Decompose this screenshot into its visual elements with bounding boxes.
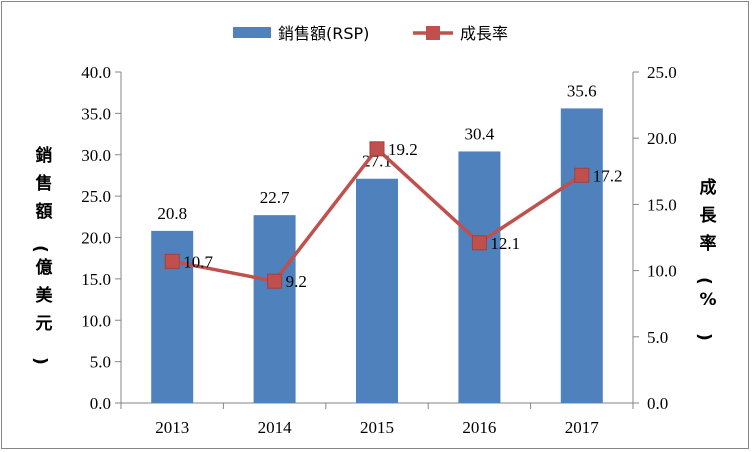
bar-data-label: 30.4 bbox=[465, 124, 495, 143]
legend-bar-swatch bbox=[233, 27, 271, 38]
line-marker bbox=[369, 141, 385, 157]
x-tick-label: 2014 bbox=[258, 418, 293, 437]
x-tick-label: 2017 bbox=[565, 418, 600, 437]
left-tick-label: 10.0 bbox=[81, 311, 111, 330]
legend-bar-label: 銷售額(RSP) bbox=[278, 24, 369, 43]
bar-data-label: 35.6 bbox=[567, 81, 597, 100]
x-tick-label: 2013 bbox=[155, 418, 189, 437]
right-tick-label: 25.0 bbox=[647, 63, 677, 82]
left-tick-label: 5.0 bbox=[90, 353, 111, 372]
right-tick-label: 5.0 bbox=[647, 328, 668, 347]
left-tick-label: 20.0 bbox=[81, 229, 111, 248]
legend-line-marker bbox=[426, 26, 440, 40]
bar-data-label: 20.8 bbox=[157, 204, 187, 223]
line-marker bbox=[574, 167, 590, 183]
right-tick-label: 10.0 bbox=[647, 262, 677, 281]
right-tick-label: 15.0 bbox=[647, 195, 677, 214]
right-tick-label: 0.0 bbox=[647, 394, 668, 413]
bar bbox=[356, 178, 398, 403]
line-data-label: 12.1 bbox=[490, 234, 520, 253]
line-marker bbox=[267, 273, 283, 289]
x-tick-label: 2015 bbox=[360, 418, 394, 437]
line-data-label: 9.2 bbox=[286, 272, 307, 291]
line-data-label: 10.7 bbox=[183, 252, 213, 271]
legend-line-label: 成長率 bbox=[460, 24, 508, 43]
left-axis-title: 銷售額(億美元) bbox=[30, 145, 53, 365]
x-tick-label: 2016 bbox=[462, 418, 496, 437]
left-tick-label: 15.0 bbox=[81, 270, 111, 289]
right-tick-label: 20.0 bbox=[647, 129, 677, 148]
left-tick-label: 35.0 bbox=[81, 104, 111, 123]
left-tick-label: 25.0 bbox=[81, 187, 111, 206]
left-tick-label: 40.0 bbox=[81, 63, 111, 82]
line-data-label: 19.2 bbox=[388, 140, 418, 159]
left-tick-label: 0.0 bbox=[90, 394, 111, 413]
line-data-label: 17.2 bbox=[593, 166, 623, 185]
bar bbox=[253, 215, 296, 403]
line-marker bbox=[471, 235, 487, 251]
left-tick-label: 30.0 bbox=[81, 146, 111, 165]
bar bbox=[458, 151, 501, 403]
bar bbox=[560, 108, 603, 403]
line-marker bbox=[164, 253, 180, 269]
bar-data-label: 22.7 bbox=[260, 188, 290, 207]
right-axis-title: 成長率(%) bbox=[694, 177, 717, 341]
